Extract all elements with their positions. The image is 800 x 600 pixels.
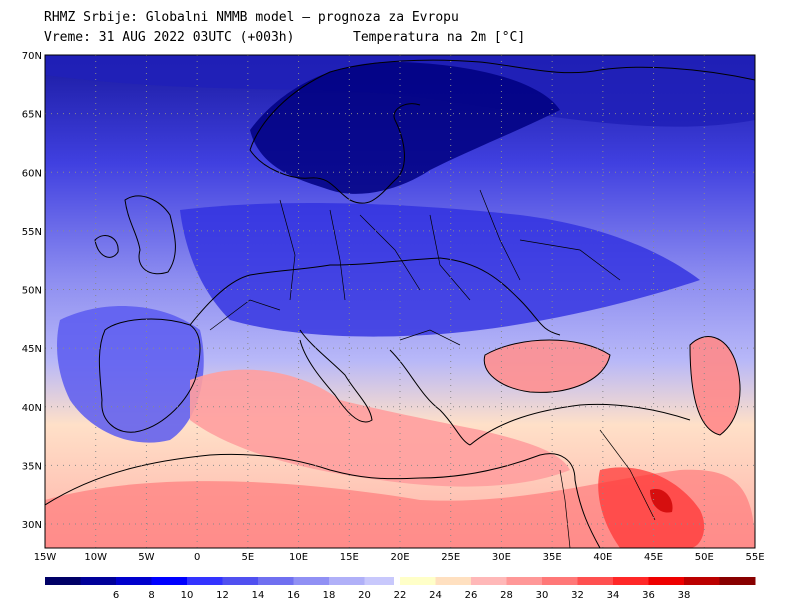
colorbar-tick-label: 24 <box>429 590 442 600</box>
lon-label: 35E <box>543 552 562 563</box>
colorbar-swatch <box>293 577 330 585</box>
colorbar-swatch <box>648 577 685 585</box>
colorbar-tick-label: 16 <box>287 590 300 600</box>
lon-label: 0 <box>194 552 200 563</box>
colorbar-tick-label: 34 <box>607 590 620 600</box>
colorbar-swatch <box>364 577 394 585</box>
lon-label: 45E <box>644 552 663 563</box>
colorbar-tick-label: 30 <box>536 590 549 600</box>
colorbar-tick-label: 22 <box>394 590 407 600</box>
lon-label: 5E <box>242 552 255 563</box>
colorbar-swatch <box>222 577 259 585</box>
colorbar-tick-label: 36 <box>642 590 655 600</box>
longitude-labels: 15W 10W 5W 0 5E 10E 15E 20E 25E 30E 35E 40E 45E 50E 55… <box>34 552 765 563</box>
colorbar-swatch <box>116 577 152 585</box>
lat-label: 70N <box>22 51 42 62</box>
colorbar-swatch <box>435 577 472 585</box>
colorbar-swatch <box>506 577 543 585</box>
colorbar-swatch <box>400 577 436 585</box>
lat-label: 55N <box>22 227 42 238</box>
coastlines <box>45 59 755 548</box>
colorbar-swatch <box>719 577 756 585</box>
country-borders <box>209 189 656 548</box>
colorbar-swatch <box>684 577 720 585</box>
plot-frame <box>44 54 756 549</box>
colorbar-tick-label: 38 <box>678 590 691 600</box>
latitude-labels: 70N 65N 60N 55N 50N 45N 40N 35N 30N <box>22 51 42 531</box>
lon-label: 10W <box>84 552 107 563</box>
colorbar-swatch <box>187 577 223 585</box>
colorbar-swatch <box>258 577 294 585</box>
lon-label: 10E <box>289 552 308 563</box>
lon-label: 20E <box>390 552 409 563</box>
colorbar-tick-label: 8 <box>148 590 154 600</box>
colorbar-swatch <box>471 577 507 585</box>
colorbar-tick-label: 12 <box>216 590 229 600</box>
lon-label: 15E <box>340 552 359 563</box>
colorbar: 6 8 10 12 14 16 18 20 22 24 26 28 30 32 34 36 38 <box>45 577 756 600</box>
lon-label: 55E <box>745 552 764 563</box>
lon-label: 5W <box>138 552 154 563</box>
lon-label: 40E <box>593 552 612 563</box>
lon-label: 25E <box>441 552 460 563</box>
lon-label: 30E <box>492 552 511 563</box>
colorbar-tick-label: 14 <box>252 590 265 600</box>
temperature-field <box>45 55 755 548</box>
colorbar-swatch <box>151 577 188 585</box>
lon-label: 50E <box>695 552 714 563</box>
lat-label: 65N <box>22 110 42 121</box>
colorbar-swatch <box>329 577 365 585</box>
lon-label: 15W <box>34 552 57 563</box>
colorbar-tick-label: 6 <box>113 590 119 600</box>
colorbar-swatch <box>45 577 81 585</box>
colorbar-swatch <box>577 577 614 585</box>
colorbar-tick-label: 18 <box>323 590 336 600</box>
colorbar-swatch <box>80 577 117 585</box>
chart-title: RHMZ Srbije: Globalni NMMB model – progn… <box>44 10 459 25</box>
colorbar-tick-label: 32 <box>571 590 584 600</box>
lat-label: 35N <box>22 461 42 472</box>
forecast-time: Vreme: 31 AUG 2022 03UTC (+003h) <box>44 30 295 45</box>
lat-label: 30N <box>22 520 42 531</box>
colorbar-swatch <box>613 577 649 585</box>
colorbar-tick-label: 10 <box>181 590 194 600</box>
lat-label: 40N <box>22 403 42 414</box>
lat-label: 60N <box>22 168 42 179</box>
gridlines <box>45 55 755 548</box>
colorbar-swatch <box>542 577 578 585</box>
colorbar-tick-label: 26 <box>465 590 478 600</box>
colorbar-tick-label: 20 <box>358 590 371 600</box>
lat-label: 50N <box>22 286 42 297</box>
colorbar-tick-label: 28 <box>500 590 513 600</box>
variable-name: Temperatura na 2m [°C] <box>353 30 526 45</box>
lat-label: 45N <box>22 344 42 355</box>
